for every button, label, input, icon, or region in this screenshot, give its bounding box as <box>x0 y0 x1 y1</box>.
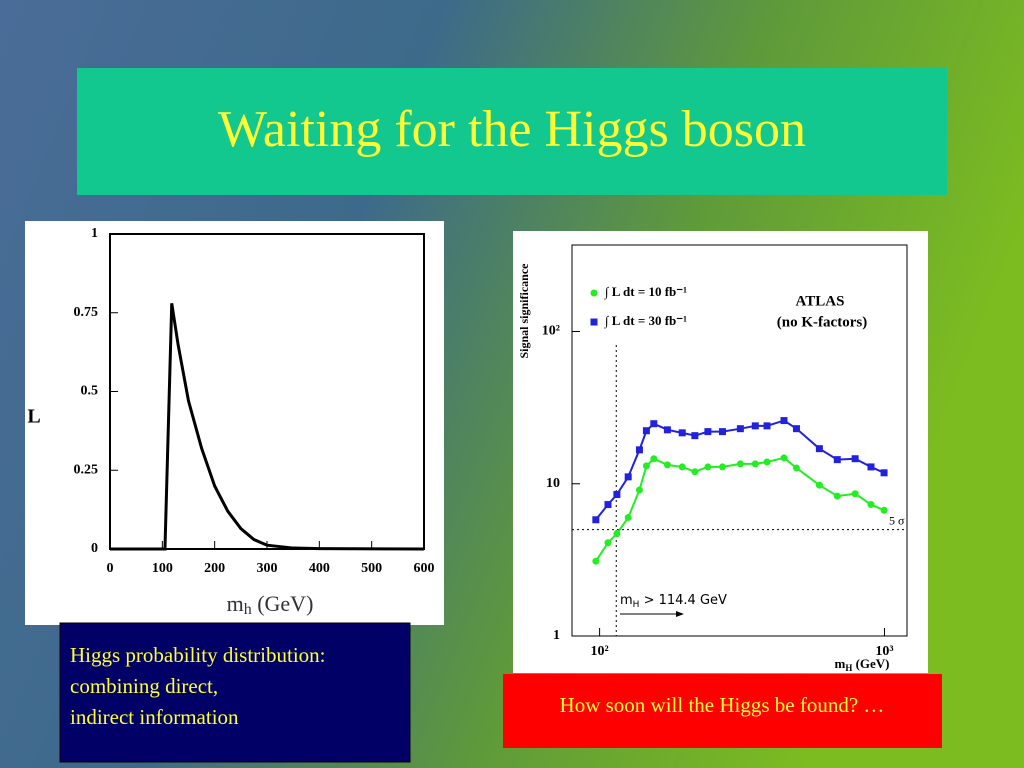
axis-label: mH > 114.4 GeV <box>620 593 727 610</box>
x-tick-label: 100 <box>152 561 173 576</box>
y-tick-label: 0.75 <box>74 305 99 320</box>
y-tick-label: 1 <box>553 628 560 643</box>
marker <box>650 420 658 428</box>
marker <box>592 516 600 524</box>
caption: indirect information <box>70 705 239 729</box>
marker <box>815 445 823 453</box>
annotation: 5 σ <box>889 513 905 527</box>
marker <box>833 492 841 500</box>
marker <box>815 481 823 489</box>
arrow-head <box>676 611 684 617</box>
label-part: m <box>227 591 244 616</box>
chart-panel <box>513 231 928 673</box>
marker <box>650 455 658 463</box>
marker <box>691 432 699 440</box>
marker <box>867 501 875 509</box>
caption: Higgs probability distribution: <box>70 643 326 667</box>
label-part: H <box>633 600 640 610</box>
label-part: h <box>244 601 252 618</box>
caption-box <box>503 674 942 748</box>
marker <box>691 468 699 476</box>
series-line <box>595 456 885 562</box>
x-tick-label: 600 <box>414 561 435 576</box>
x-tick-label: 0 <box>107 561 114 576</box>
x-tick-label: 300 <box>257 561 278 576</box>
caption: How soon will the Higgs be found? … <box>560 693 885 717</box>
y-tick-label: 0.5 <box>81 384 99 399</box>
legend-label: ∫ L dt = 10 fb⁻¹ <box>604 284 687 300</box>
y-tick-label: 10 <box>546 476 560 491</box>
marker <box>613 530 621 538</box>
marker <box>678 429 686 437</box>
marker <box>718 463 726 471</box>
slide-title: Waiting for the Higgs boson <box>218 101 806 158</box>
marker <box>880 506 888 514</box>
marker <box>704 428 712 436</box>
plot-frame <box>571 244 908 637</box>
marker <box>792 425 800 433</box>
marker <box>718 428 726 436</box>
legend-marker <box>590 318 598 326</box>
series-line <box>595 419 885 521</box>
label-part: > 114.4 GeV <box>639 593 727 608</box>
label-part: H <box>845 663 852 673</box>
y-tick-label: 0 <box>91 541 98 556</box>
marker <box>751 422 759 430</box>
marker <box>851 490 859 498</box>
marker <box>736 460 744 468</box>
marker <box>763 422 771 430</box>
marker <box>780 417 788 425</box>
marker <box>851 455 859 463</box>
y-tick-label: 10² <box>542 324 560 339</box>
marker <box>663 426 671 434</box>
marker <box>880 469 888 477</box>
y-axis-label: L <box>27 406 40 428</box>
caption: combining direct, <box>70 674 218 698</box>
legend-marker <box>590 289 598 297</box>
marker <box>624 514 632 522</box>
y-axis-label: Signal significance <box>517 263 531 359</box>
annotation: ATLAS <box>796 293 845 309</box>
x-tick-label: 400 <box>309 561 330 576</box>
marker <box>635 486 643 494</box>
marker <box>613 490 621 498</box>
y-tick-label: 0.25 <box>74 462 99 477</box>
marker <box>792 464 800 472</box>
marker <box>642 427 650 435</box>
label-part: (GeV) <box>252 591 314 616</box>
x-tick-label: 200 <box>204 561 225 576</box>
x-tick-label: 10³ <box>875 644 893 659</box>
annotation: (no K-factors) <box>777 314 867 330</box>
marker <box>833 456 841 464</box>
chart-panel <box>25 221 444 625</box>
x-tick-label: 500 <box>361 561 382 576</box>
marker <box>642 462 650 470</box>
data-line <box>110 303 425 551</box>
marker <box>663 461 671 469</box>
axis-label: mh (GeV) <box>227 591 314 618</box>
marker <box>867 463 875 471</box>
label-part: m <box>620 593 633 608</box>
marker <box>780 454 788 462</box>
legend-label: ∫ L dt = 30 fb⁻¹ <box>604 313 687 329</box>
marker <box>592 557 600 565</box>
marker <box>635 446 643 454</box>
marker <box>604 501 612 509</box>
marker <box>604 539 612 547</box>
marker <box>751 460 759 468</box>
marker <box>736 425 744 433</box>
x-tick-label: 10² <box>591 644 609 659</box>
label-part: (GeV) <box>852 656 889 671</box>
axis-label: mH (GeV) <box>834 656 889 673</box>
y-tick-label: 1 <box>91 226 98 241</box>
title-box <box>77 68 947 195</box>
marker <box>624 473 632 481</box>
caption-box <box>59 622 411 763</box>
marker <box>678 463 686 471</box>
label-part: m <box>834 656 845 671</box>
marker <box>763 458 771 466</box>
marker <box>704 463 712 471</box>
